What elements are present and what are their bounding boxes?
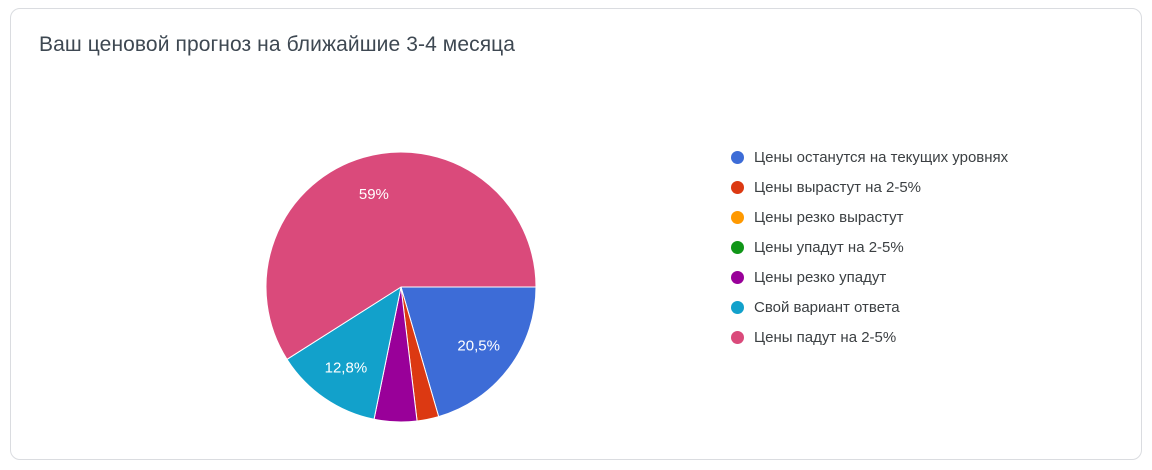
legend-color-swatch bbox=[731, 211, 744, 224]
legend-color-swatch bbox=[731, 331, 744, 344]
pie-slice-label: 20,5% bbox=[457, 338, 500, 355]
pie-slice-5[interactable] bbox=[286, 286, 402, 420]
legend-item-6: Цены падут на 2-5% bbox=[731, 327, 1008, 348]
legend-color-swatch bbox=[731, 151, 744, 164]
legend-item-5: Свой вариант ответа bbox=[731, 297, 1008, 318]
pie-chart: 20,5% 12,8% 59% bbox=[265, 151, 537, 423]
legend-label: Цены останутся на текущих уровнях bbox=[754, 149, 1009, 166]
legend-label: Цены вырастут на 2-5% bbox=[754, 179, 921, 196]
legend-color-swatch bbox=[731, 301, 744, 314]
legend-label: Цены падут на 2-5% bbox=[754, 329, 897, 346]
legend-item-1: Цены вырастут на 2-5% bbox=[731, 177, 1008, 198]
question-title: Ваш ценовой прогноз на ближайшие 3-4 мес… bbox=[39, 33, 516, 56]
legend-item-4: Цены резко упадут bbox=[731, 267, 1008, 288]
pie-slice-label: 59% bbox=[359, 186, 389, 203]
pie-slice-label: 12,8% bbox=[325, 359, 368, 376]
legend-label: Цены упадут на 2-5% bbox=[754, 239, 904, 256]
results-card: Ваш ценовой прогноз на ближайшие 3-4 мес… bbox=[10, 8, 1142, 460]
legend-color-swatch bbox=[731, 181, 744, 194]
legend-label: Цены резко упадут bbox=[754, 269, 887, 286]
chart-legend: Цены останутся на текущих уровнях Цены вы… bbox=[731, 147, 1008, 348]
legend-label: Цены резко вырастут bbox=[754, 209, 904, 226]
pie-slice-0[interactable] bbox=[400, 286, 537, 418]
legend-color-swatch bbox=[731, 271, 744, 284]
legend-item-3: Цены упадут на 2-5% bbox=[731, 237, 1008, 258]
legend-label: Свой вариант ответа bbox=[754, 299, 900, 316]
pie-slice-6[interactable] bbox=[265, 151, 537, 360]
legend-color-swatch bbox=[731, 241, 744, 254]
legend-item-2: Цены резко вырастут bbox=[731, 207, 1008, 228]
legend-item-0: Цены останутся на текущих уровнях bbox=[731, 147, 1008, 168]
